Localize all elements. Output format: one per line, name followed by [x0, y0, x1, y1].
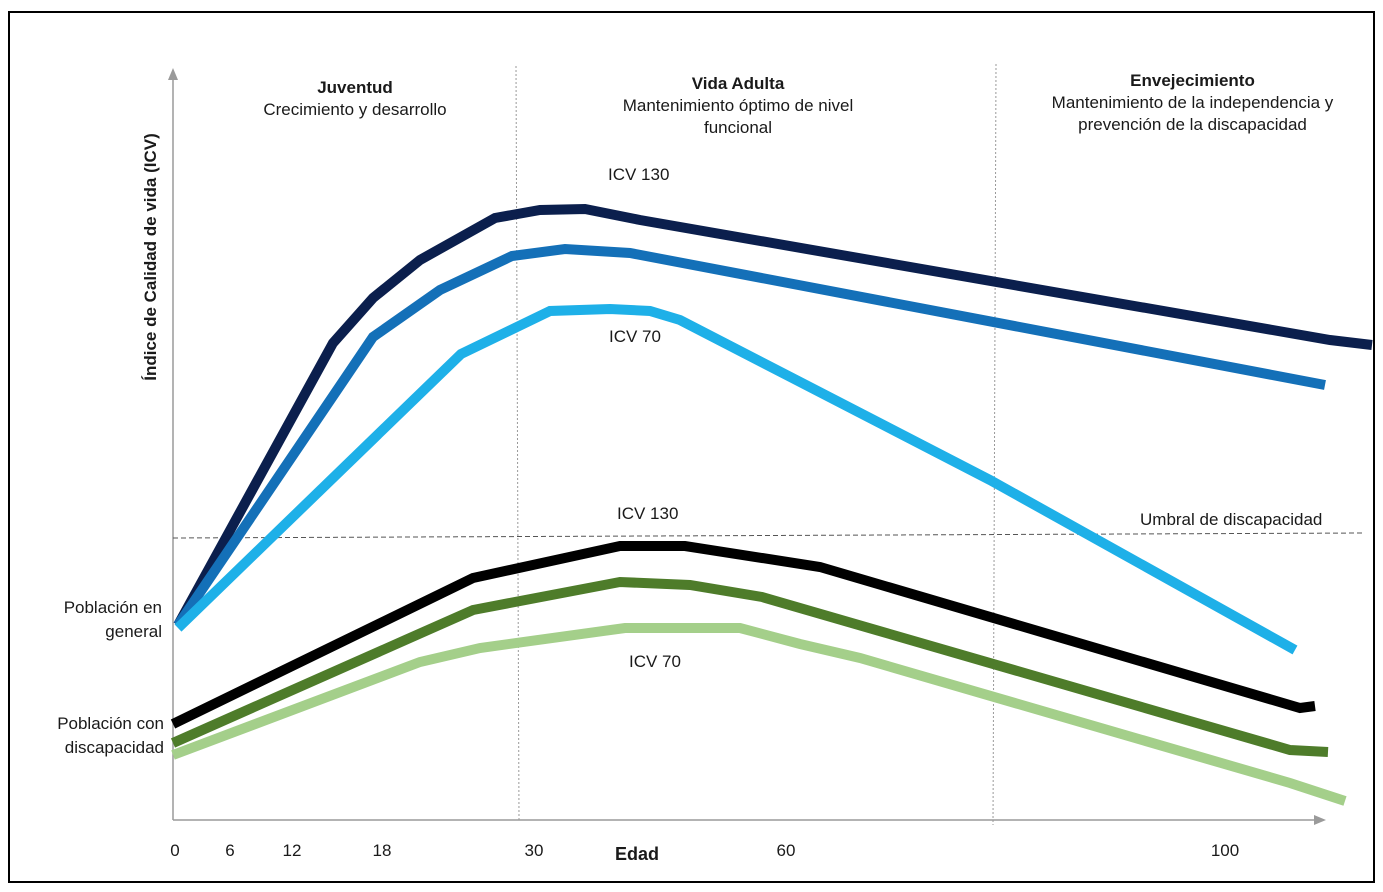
x-axis-arrow: [1314, 815, 1326, 825]
series-general-icv70: [174, 303, 1298, 655]
stage-divider-2: [992, 63, 997, 826]
stage-subtitle: Mantenimiento de la independencia y prev…: [1051, 93, 1334, 134]
series-disability-mid: [170, 576, 1329, 757]
stage-header-vida-adulta: Vida Adulta Mantenimiento óptimo de nive…: [590, 73, 886, 139]
stage-header-envejecimiento: Envejecimiento Mantenimiento de la indep…: [1040, 70, 1345, 136]
disability-threshold-line: [172, 532, 1363, 539]
start-label-disability: Población con discapacidad: [57, 714, 164, 757]
threshold-label: Umbral de discapacidad: [1140, 510, 1323, 529]
y-axis-arrow: [168, 68, 178, 80]
annotation-general-icv130: ICV 130: [608, 165, 670, 184]
stage-subtitle: Crecimiento y desarrollo: [263, 100, 447, 119]
x-tick-label: 30: [524, 841, 544, 860]
series-general-icv130: [173, 203, 1373, 628]
series-general-mid: [173, 243, 1326, 628]
stage-title: Vida Adulta: [691, 74, 785, 93]
stage-divider-1: [515, 65, 520, 821]
stage-header-juventud: Juventud Crecimiento y desarrollo: [230, 77, 480, 121]
annotation-disability-icv70: ICV 70: [629, 652, 681, 671]
x-tick-label: 12: [282, 841, 302, 860]
series-disability-icv130: [170, 541, 1316, 729]
start-label-general: Población en general: [63, 598, 162, 641]
series-disability-icv70: [171, 623, 1347, 806]
stage-subtitle: Mantenimiento óptimo de nivel funcional: [622, 96, 854, 137]
stage-title: Juventud: [317, 78, 393, 97]
x-tick-label: 6: [225, 841, 235, 860]
annotation-disability-icv130: ICV 130: [617, 504, 679, 523]
x-tick-label: 100: [1210, 841, 1240, 860]
stage-title: Envejecimiento: [1130, 71, 1255, 90]
annotation-general-icv70: ICV 70: [609, 327, 661, 346]
x-axis-label: Edad: [614, 844, 660, 864]
x-tick-label: 60: [776, 841, 796, 860]
y-axis-label: Índice de Calidad de vida (ICV): [141, 133, 160, 381]
x-tick-label: 18: [372, 841, 392, 860]
x-tick-label: 0: [170, 841, 180, 860]
